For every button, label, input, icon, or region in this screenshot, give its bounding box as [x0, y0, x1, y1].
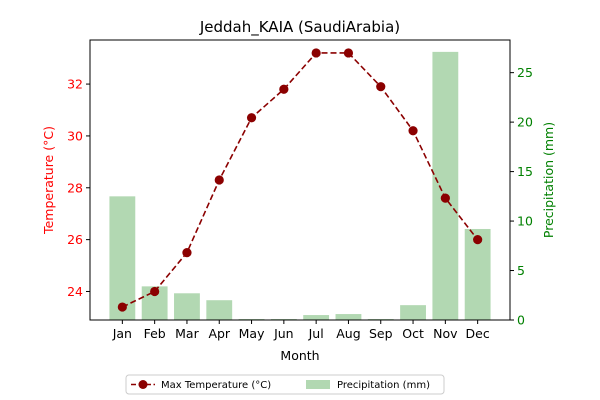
x-tick-label: Apr: [208, 326, 230, 341]
x-axis-label: Month: [280, 348, 319, 363]
precipitation-bars: [109, 51, 491, 321]
x-axis-ticks: Jan Feb Mar Apr May Jun Jul Aug Sep Oct Nov Dec: [112, 320, 490, 341]
precip-bar-aug: [335, 314, 362, 320]
x-tick-label: Jun: [273, 326, 294, 341]
temperature-line-layer: [117, 48, 483, 312]
precip-bar-oct: [400, 305, 426, 320]
left-axis-ticks: 24 26 28 30 32: [67, 77, 90, 299]
legend-bar-swatch: [306, 380, 330, 389]
left-tick-label: 26: [67, 232, 83, 247]
legend-label-temperature: Max Temperature (°C): [161, 380, 271, 391]
right-tick-label: 25: [517, 65, 533, 80]
x-tick-label: Jan: [112, 326, 132, 341]
x-tick-label: Dec: [466, 326, 490, 341]
temperature-point-nov: [440, 193, 450, 203]
right-tick-label: 5: [517, 263, 525, 278]
temperature-point-dec: [473, 235, 483, 245]
temperature-point-sep: [376, 82, 386, 92]
left-tick-label: 30: [67, 128, 83, 143]
precip-bar-apr: [206, 300, 233, 320]
legend-box: [125, 374, 445, 395]
x-tick-label: Feb: [144, 326, 166, 341]
right-axis-label: Precipitation (mm): [541, 122, 556, 238]
temperature-point-feb: [150, 286, 160, 297]
temperature-point-oct: [408, 126, 418, 136]
x-tick-label: Jul: [308, 326, 324, 341]
right-axis-ticks: 0 5 10 15 20 25: [510, 65, 533, 328]
precip-bar-jan: [109, 196, 136, 320]
right-tick-label: 10: [517, 214, 533, 229]
temperature-line: [122, 52, 479, 308]
temperature-point-mar: [182, 247, 192, 258]
x-tick-label: Mar: [175, 326, 199, 341]
right-tick-label: 15: [517, 164, 533, 179]
x-tick-label: Aug: [336, 326, 360, 341]
precip-bar-nov: [432, 51, 459, 321]
x-tick-label: Sep: [369, 326, 393, 341]
chart-title: Jeddah_KAIA (SaudiArabia): [199, 18, 400, 37]
temperature-point-jun: [279, 84, 289, 94]
temperature-point-jan: [117, 302, 127, 312]
legend-label-precipitation: Precipitation (mm): [337, 380, 430, 391]
left-tick-label: 28: [67, 180, 83, 195]
temperature-point-aug: [343, 48, 354, 58]
temperature-point-jul: [311, 48, 321, 58]
temperature-point-apr: [214, 175, 224, 185]
x-tick-label: May: [239, 326, 265, 341]
precip-bar-mar: [174, 293, 200, 320]
right-tick-label: 20: [517, 115, 533, 130]
x-tick-label: Nov: [433, 326, 458, 341]
x-tick-label: Oct: [402, 326, 424, 341]
plot-frame: [89, 39, 511, 321]
right-tick-label: 0: [517, 313, 525, 328]
precip-bar-jul: [303, 315, 330, 320]
left-tick-label: 32: [67, 77, 83, 92]
left-axis-label: Temperature (°C): [41, 126, 56, 235]
legend: Max Temperature (°C) Precipitation (mm): [125, 374, 445, 395]
left-tick-label: 24: [67, 284, 83, 299]
legend-line-marker: [138, 380, 148, 389]
temperature-point-may: [246, 113, 257, 123]
